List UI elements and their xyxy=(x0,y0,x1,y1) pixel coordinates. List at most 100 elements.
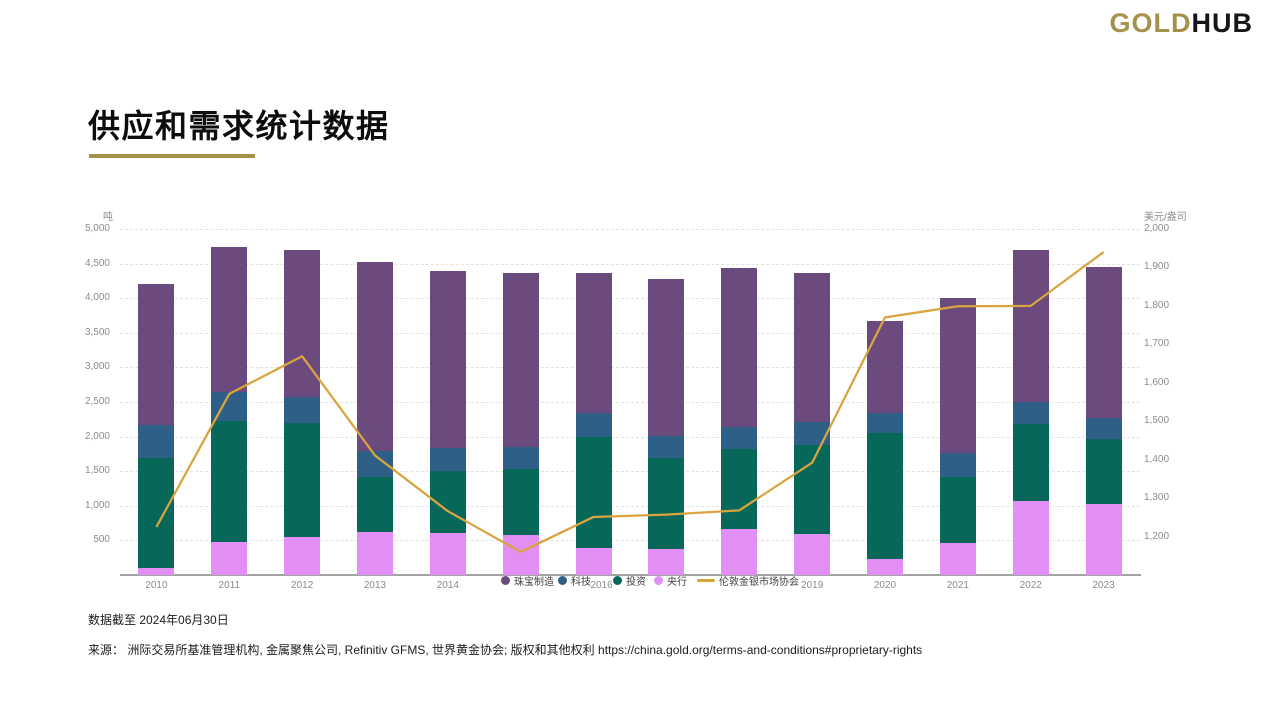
bar-segment-投资-2020[interactable] xyxy=(867,433,903,560)
legend-item-珠宝制造[interactable]: 珠宝制造 xyxy=(501,573,554,588)
right-axis-tick-label: 1,400 xyxy=(1144,453,1170,465)
bar-segment-珠宝制造-2021[interactable] xyxy=(939,298,976,454)
bar-segment-珠宝制造-2011[interactable] xyxy=(211,246,248,392)
bar-segment-科技-2010[interactable] xyxy=(138,424,175,459)
legend-dot-icon xyxy=(654,575,663,585)
x-axis-label-2012: 2012 xyxy=(291,580,314,591)
chart-legend: 珠宝制造 科技 投资 央行 伦敦金银市场协会 xyxy=(501,572,799,588)
bar-segment-央行-2015[interactable] xyxy=(502,534,539,575)
legend-dot-icon xyxy=(558,575,567,585)
bar-segment-珠宝制造-2017[interactable] xyxy=(648,278,685,436)
bar-segment-央行-2018[interactable] xyxy=(721,528,758,575)
bar-segment-科技-2018[interactable] xyxy=(721,426,758,450)
left-axis-tick-label: 1,000 xyxy=(84,499,110,511)
legend-item-央行[interactable]: 央行 xyxy=(654,573,687,588)
bar-segment-投资-2018[interactable] xyxy=(721,449,758,529)
left-axis-tick-label: 500 xyxy=(93,534,110,546)
x-axis-label-2016: 2016 xyxy=(590,580,613,591)
left-axis-tick-label: 3,000 xyxy=(84,361,110,373)
bar-segment-科技-2012[interactable] xyxy=(284,396,321,423)
bar-segment-投资-2015[interactable] xyxy=(502,468,539,535)
source-note: 来源： 洲际交易所基准管理机构, 金属聚焦公司, Refinitiv GFMS,… xyxy=(88,643,923,657)
gridline xyxy=(120,263,1140,265)
left-axis-tick-label: 1,500 xyxy=(84,465,110,477)
bar-segment-珠宝制造-2010[interactable] xyxy=(138,284,175,425)
bar-segment-科技-2016[interactable] xyxy=(575,413,612,437)
bar-segment-科技-2017[interactable] xyxy=(648,435,685,459)
bar-segment-投资-2021[interactable] xyxy=(939,477,976,544)
bar-segment-珠宝制造-2018[interactable] xyxy=(721,267,758,427)
bar-segment-投资-2016[interactable] xyxy=(575,436,612,548)
bar-segment-珠宝制造-2020[interactable] xyxy=(867,321,903,414)
logo-hub-text: HUB xyxy=(1191,8,1253,38)
legend-item-科技[interactable]: 科技 xyxy=(558,573,591,588)
legend-item-投资[interactable]: 投资 xyxy=(613,573,646,588)
bar-segment-科技-2019[interactable] xyxy=(794,422,831,445)
x-axis-label-2019: 2019 xyxy=(801,580,824,591)
bar-segment-投资-2011[interactable] xyxy=(211,420,248,542)
bar-segment-珠宝制造-2019[interactable] xyxy=(794,272,831,423)
bar-segment-央行-2011[interactable] xyxy=(211,541,248,575)
bar-segment-央行-2014[interactable] xyxy=(429,532,466,575)
x-axis-label-2020: 2020 xyxy=(873,580,897,591)
bar-segment-投资-2013[interactable] xyxy=(357,477,393,533)
goldhub-logo: GOLDHUB xyxy=(1110,8,1254,39)
bar-segment-珠宝制造-2022[interactable] xyxy=(1012,249,1049,402)
left-axis-tick-label: 4,000 xyxy=(84,292,110,304)
bar-segment-科技-2022[interactable] xyxy=(1012,401,1049,424)
bar-segment-珠宝制造-2016[interactable] xyxy=(575,272,612,414)
gridline xyxy=(120,471,1140,473)
bar-segment-央行-2020[interactable] xyxy=(867,559,903,575)
bar-segment-科技-2021[interactable] xyxy=(939,453,976,478)
bar-segment-央行-2019[interactable] xyxy=(794,534,831,575)
bar-segment-央行-2013[interactable] xyxy=(357,532,393,575)
x-axis-label-2010: 2010 xyxy=(145,580,168,591)
right-axis-tick-label: 1,700 xyxy=(1144,338,1170,350)
x-axis-line xyxy=(120,574,1141,576)
legend-line-marker-icon xyxy=(697,578,715,582)
left-axis-tick-label: 4,500 xyxy=(84,257,110,269)
left-axis-title: 吨 xyxy=(103,212,113,223)
title-underline xyxy=(89,154,255,158)
left-axis-tick-label: 5,000 xyxy=(84,223,110,234)
bar-segment-珠宝制造-2014[interactable] xyxy=(429,270,466,448)
bar-segment-珠宝制造-2013[interactable] xyxy=(357,262,393,452)
x-axis-label-2021: 2021 xyxy=(946,580,969,591)
bar-segment-央行-2017[interactable] xyxy=(648,549,685,575)
bar-segment-投资-2010[interactable] xyxy=(138,458,175,569)
gridline xyxy=(120,436,1140,438)
bar-segment-科技-2015[interactable] xyxy=(502,446,539,469)
bar-segment-珠宝制造-2023[interactable] xyxy=(1085,267,1122,418)
bar-segment-投资-2023[interactable] xyxy=(1085,439,1122,505)
bar-segment-央行-2022[interactable] xyxy=(1012,500,1049,575)
gridline xyxy=(120,298,1140,300)
right-axis-tick-label: 1,800 xyxy=(1144,299,1170,311)
bar-segment-央行-2021[interactable] xyxy=(939,543,976,575)
x-axis-label-2022: 2022 xyxy=(1019,580,1042,591)
bar-segment-科技-2014[interactable] xyxy=(429,448,466,471)
left-axis-tick-label: 2,000 xyxy=(84,430,110,442)
bar-segment-投资-2012[interactable] xyxy=(284,422,321,537)
legend-label: 科技 xyxy=(571,576,591,588)
right-axis-title: 美元/盎司 xyxy=(1144,212,1187,223)
bar-segment-央行-2023[interactable] xyxy=(1085,504,1122,575)
bar-segment-科技-2020[interactable] xyxy=(867,413,903,434)
right-axis-tick-label: 1,500 xyxy=(1144,415,1170,427)
bar-segment-央行-2012[interactable] xyxy=(284,536,321,575)
bar-segment-珠宝制造-2015[interactable] xyxy=(502,272,539,447)
bar-segment-科技-2023[interactable] xyxy=(1085,417,1122,439)
price-line-伦敦金银市场协会[interactable] xyxy=(155,251,1105,554)
legend-dot-icon xyxy=(613,575,622,585)
bar-segment-投资-2017[interactable] xyxy=(648,458,685,550)
gridline xyxy=(120,540,1140,542)
bar-segment-投资-2022[interactable] xyxy=(1012,423,1049,501)
left-axis-tick-label: 3,500 xyxy=(84,326,110,338)
bar-segment-投资-2019[interactable] xyxy=(794,444,831,535)
logo-gold-text: GOLD xyxy=(1109,8,1192,38)
legend-label: 珠宝制造 xyxy=(514,576,554,588)
legend-label: 投资 xyxy=(626,576,646,588)
bar-segment-央行-2010[interactable] xyxy=(138,568,175,575)
legend-item-伦敦金银市场协会[interactable]: 伦敦金银市场协会 xyxy=(697,573,799,588)
bar-segment-央行-2016[interactable] xyxy=(575,548,612,575)
